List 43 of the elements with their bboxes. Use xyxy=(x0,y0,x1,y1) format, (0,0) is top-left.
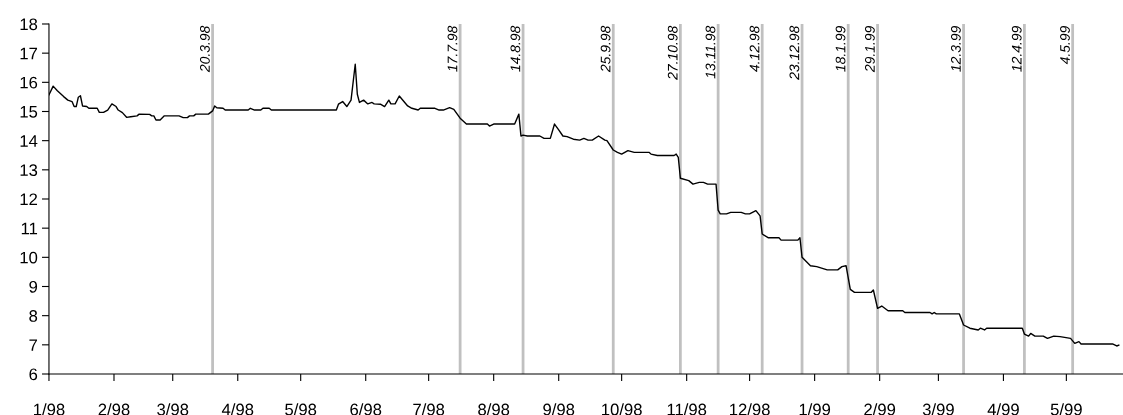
y-tick-label: 16 xyxy=(20,76,38,89)
x-tick-label: 8/98 xyxy=(478,403,510,415)
x-tick-label: 3/98 xyxy=(157,403,189,415)
x-tick-label: 3/99 xyxy=(922,403,954,415)
y-tick-label: 12 xyxy=(20,193,38,206)
x-tick-label: 9/98 xyxy=(543,403,575,415)
x-tick-label: 7/98 xyxy=(413,403,445,415)
ref-line-label: 23.12.98 xyxy=(789,25,800,80)
ref-line-label: 29.1.99 xyxy=(864,26,875,73)
ref-line-label: 12.3.99 xyxy=(950,26,961,72)
y-tick-label: 7 xyxy=(29,339,38,351)
ref-line-label: 13.11.98 xyxy=(705,25,716,79)
ref-line-label: 18.1.99 xyxy=(835,26,846,72)
ref-line-label: 12.4.99 xyxy=(1011,26,1022,72)
ref-line-label: 17.7.98 xyxy=(447,25,458,72)
ref-line-label: 27.10.98 xyxy=(667,25,678,80)
y-tick-label: 9 xyxy=(29,280,38,293)
x-tick-label: 5/98 xyxy=(285,403,317,415)
y-tick-label: 18 xyxy=(20,18,38,31)
x-tick-label: 10/98 xyxy=(602,403,642,415)
y-tick-label: 17 xyxy=(20,47,38,60)
x-tick-label: 12/98 xyxy=(730,403,770,415)
x-tick-label: 1/98 xyxy=(34,403,65,415)
ref-line-label: 20.3.98 xyxy=(200,25,210,73)
y-tick-label: 15 xyxy=(20,106,38,118)
y-tick-label: 11 xyxy=(21,222,38,235)
ref-line-label: 4.5.99 xyxy=(1060,26,1070,65)
ref-line-label: 4.12.98 xyxy=(749,25,760,72)
y-tick-label: 8 xyxy=(29,310,38,322)
y-tick-label: 6 xyxy=(29,368,38,381)
ref-line-label: 14.8.98 xyxy=(510,25,521,72)
x-tick-label: 1/99 xyxy=(799,403,831,415)
ref-line-label: 25.9.98 xyxy=(600,25,611,73)
x-tick-label: 2/98 xyxy=(98,403,130,415)
x-tick-label: 4/98 xyxy=(221,403,254,415)
x-tick-label: 11/98 xyxy=(667,403,707,415)
y-tick-label: 10 xyxy=(20,251,38,264)
x-tick-label: 6/98 xyxy=(350,403,382,415)
y-tick-label: 13 xyxy=(20,164,38,177)
x-tick-label: 2/99 xyxy=(864,403,896,415)
y-tick-label: 14 xyxy=(20,135,38,147)
x-tick-label: 4/99 xyxy=(987,403,1019,415)
x-tick-label: 5/99 xyxy=(1050,403,1082,415)
